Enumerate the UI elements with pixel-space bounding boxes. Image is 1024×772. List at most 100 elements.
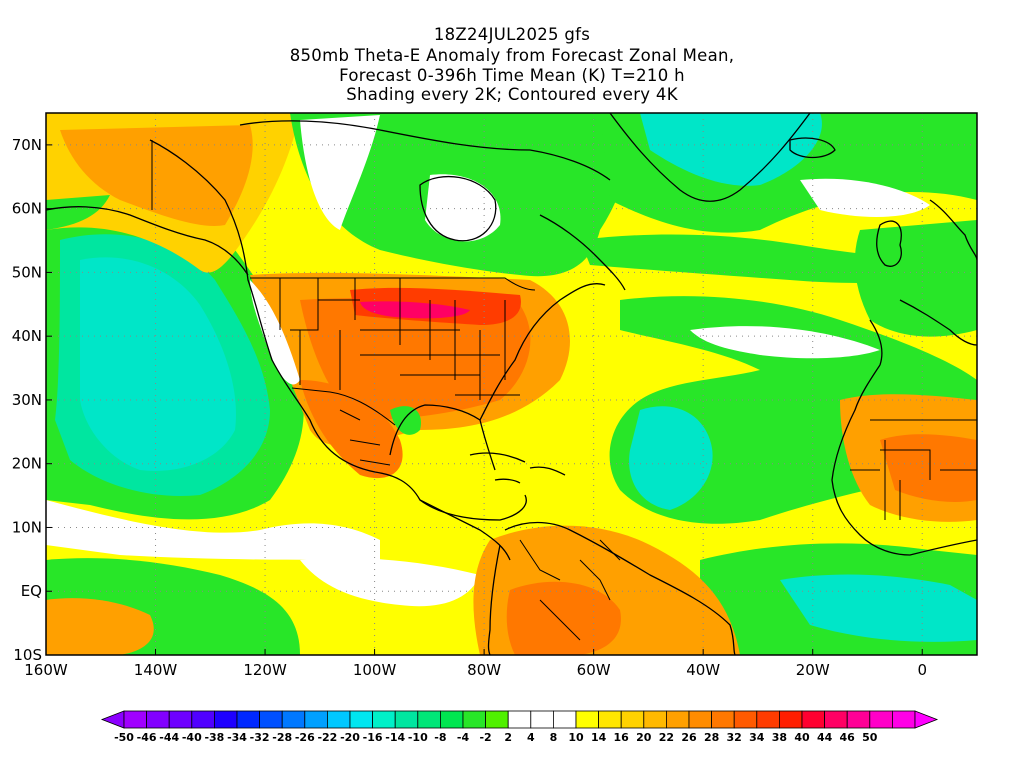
colorbar-swatch xyxy=(846,710,871,729)
colorbar: -50 -46 -44 -40 -38 -34 -32 -28 -26 -22 -20 -16 -14-… xyxy=(100,710,939,744)
y-axis: 10S EQ 10N 20N 30N 40N 50N 60N 70N xyxy=(12,136,52,664)
title-line-4: Shading every 2K; Contoured every 4K xyxy=(346,85,678,104)
colorbar-label: -10 xyxy=(408,731,428,744)
caribbean-islands xyxy=(469,452,566,484)
colorbar-label: -26 xyxy=(295,731,315,744)
y-tick-label: EQ xyxy=(21,582,42,600)
colorbar-swatch xyxy=(666,710,690,729)
us-state-lines xyxy=(279,278,520,400)
east-pacific-orange xyxy=(46,598,154,655)
x-tick-label: 0 xyxy=(917,661,927,679)
us-mexico-border xyxy=(291,387,396,426)
hudson-white xyxy=(425,174,501,242)
south-america-orange xyxy=(506,581,621,655)
y-tick-label: 20N xyxy=(12,455,42,473)
colorbar-label: 44 xyxy=(817,731,833,744)
greenland-coast xyxy=(609,113,811,202)
colorbar-label: 38 xyxy=(772,731,787,744)
atlantic-swirl-teal xyxy=(629,406,713,510)
colorbar-swatch xyxy=(733,710,758,729)
south-america-borders xyxy=(519,539,621,641)
colorbar-swatch xyxy=(779,710,803,729)
africa-coast xyxy=(831,364,977,556)
colorbar-swatch xyxy=(372,710,396,729)
colorbar-label: 40 xyxy=(794,731,810,744)
colorbar-label: 50 xyxy=(862,731,878,744)
colorbar-swatch xyxy=(146,710,170,729)
map-frame xyxy=(45,112,978,656)
colorbar-label: 32 xyxy=(727,731,742,744)
colorbar-label: 22 xyxy=(659,731,674,744)
colorbar-label: 20 xyxy=(636,731,652,744)
iceland-coast xyxy=(789,137,836,159)
east-pacific-white xyxy=(300,558,480,607)
gulf-green xyxy=(390,406,421,435)
canada-white xyxy=(300,115,380,230)
colorbar-label: 16 xyxy=(614,731,630,744)
x-axis: 160W 140W 120W 100W 80W 60W 40W 20W 0 xyxy=(24,649,927,679)
gridlines xyxy=(45,113,977,656)
west-coast-white xyxy=(250,280,300,385)
colorbar-swatch xyxy=(620,710,645,729)
colorbar-label: 10 xyxy=(568,731,584,744)
y-tick-label: 60N xyxy=(12,200,42,218)
europe-green xyxy=(854,220,977,337)
x-tick-label: 40W xyxy=(686,661,720,679)
x-tick-label: 140W xyxy=(134,661,178,679)
colorbar-swatch xyxy=(417,710,441,729)
colorbar-swatch xyxy=(168,710,193,729)
tropical-atlantic-teal-core xyxy=(780,574,977,642)
colorbar-swatch xyxy=(304,710,328,729)
colorbar-label: 46 xyxy=(840,731,856,744)
colorbar-swatch xyxy=(869,710,893,729)
colorbar-label: -4 xyxy=(457,731,470,744)
us-deep-orange xyxy=(300,297,531,420)
colorbar-label: 28 xyxy=(704,731,719,744)
mexico-warm xyxy=(300,380,403,479)
alaska-coast xyxy=(46,206,249,276)
political-boundaries xyxy=(151,140,977,641)
colorbar-swatch xyxy=(801,710,826,729)
colorbar-label: -8 xyxy=(434,731,446,744)
colorbar-swatch xyxy=(462,710,487,729)
colorbar-label: 14 xyxy=(591,731,607,744)
canada-arctic xyxy=(239,120,611,181)
x-tick-label: 80W xyxy=(467,661,501,679)
y-tick-label: 50N xyxy=(12,263,42,281)
colorbar-swatch xyxy=(439,710,464,729)
us-canada-border xyxy=(250,277,536,291)
sahara-orange xyxy=(880,434,977,502)
north-america-coast xyxy=(149,139,527,521)
colorbar-swatch xyxy=(530,710,554,729)
colorbar-swatch xyxy=(575,710,600,729)
colorbar-swatch xyxy=(394,710,419,729)
colorbar-label: -38 xyxy=(204,731,224,744)
iceland-white xyxy=(800,178,930,217)
colorbar-swatch xyxy=(326,710,351,729)
colorbar-label: 34 xyxy=(749,731,765,744)
colorbar-swatch xyxy=(507,710,532,729)
title-line-2: 850mb Theta-E Anomaly from Forecast Zona… xyxy=(289,46,735,65)
greenland-teal xyxy=(640,113,822,186)
colorbar-label: 2 xyxy=(504,731,512,744)
colorbar-left-arrow xyxy=(100,710,125,729)
colorbar-label: -34 xyxy=(227,731,247,744)
colorbar-swatch xyxy=(259,710,283,729)
y-tick-label: 70N xyxy=(12,136,42,154)
x-tick-label: 60W xyxy=(577,661,611,679)
colorbar-swatch xyxy=(213,710,238,729)
title-line-1: 18Z24JUL2025 gfs xyxy=(433,25,591,44)
colorbar-swatch xyxy=(553,710,577,729)
colorbar-swatch xyxy=(191,710,215,729)
colorbar-swatch xyxy=(349,710,374,729)
uk-coast xyxy=(876,220,902,267)
hudson-bay xyxy=(419,175,497,242)
pacific-teal-inner xyxy=(80,257,236,471)
colorbar-label: -28 xyxy=(272,731,292,744)
x-tick-label: 160W xyxy=(24,661,68,679)
colorbar-label: -50 xyxy=(114,731,134,744)
colorbar-label: -20 xyxy=(340,731,360,744)
colorbar-swatch xyxy=(688,710,713,729)
colorbar-swatch xyxy=(824,710,848,729)
